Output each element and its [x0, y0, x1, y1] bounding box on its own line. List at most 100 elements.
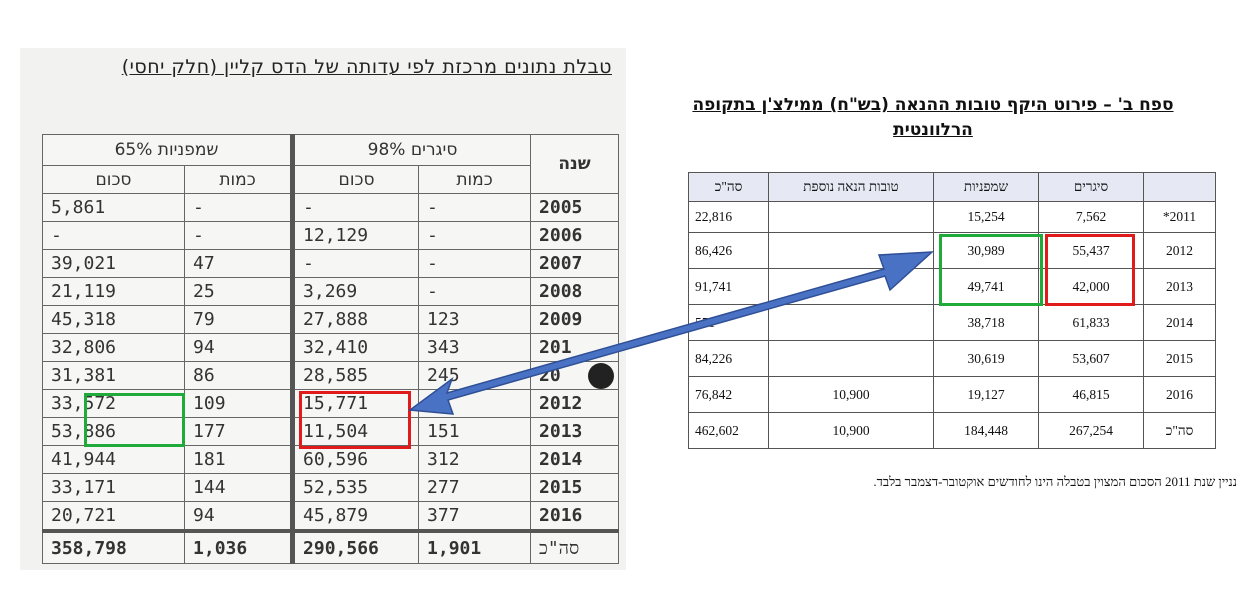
left-cig-qty-cell: -	[418, 277, 532, 306]
left-cig-sum-cell: 12,129	[290, 221, 420, 250]
right-header-year	[1143, 172, 1216, 202]
right-total-cell: 76,842	[688, 376, 769, 413]
left-cig-qty-cell: 151	[418, 417, 532, 446]
left-table-row: 2006-12,129- -	[41, 221, 620, 250]
right-cig-cell: 61,833	[1038, 304, 1144, 341]
left-cig-qty-cell: 123	[418, 305, 532, 334]
right-extra-cell	[768, 340, 934, 377]
left-champ-sum-cell: 33,171	[41, 473, 186, 502]
left-cig-sum-cell: 28,585	[290, 361, 420, 390]
left-cig-qty-cell: 312	[418, 445, 532, 474]
right-title-line2: הרלוונטית	[893, 120, 973, 140]
left-year-cell: 2016	[530, 501, 620, 532]
left-year-cell: 2012	[530, 389, 620, 418]
left-year-cell: 2006	[530, 221, 620, 250]
right-total-cell: 22,816	[688, 201, 769, 233]
left-table-row: 2016 377 45,879 94 20,721	[41, 501, 620, 532]
right-champ-cell: 19,127	[933, 376, 1039, 413]
left-scanned-table-panel: טבלת נתונים מרכזת לפי עדותה של הדס קליין…	[20, 48, 626, 570]
left-cig-qty-cell: -	[418, 193, 532, 222]
left-green-highlight-box	[84, 393, 185, 447]
left-table-row: 2007- -47 39,021	[41, 249, 620, 278]
left-cig-sum-cell: -	[290, 249, 420, 278]
header-group-cigars: סיגרים 98%	[290, 134, 532, 166]
right-red-highlight-box	[1045, 234, 1135, 306]
left-champ-sum-cell: 32,806	[41, 333, 186, 362]
left-champ-sum-cell: 53,886	[41, 417, 186, 446]
right-header-total: סה"כ	[688, 172, 769, 202]
left-year-cell: 2005	[530, 193, 620, 222]
right-total-total: 462,602	[688, 412, 769, 449]
left-champ-sum-cell: 39,021	[41, 249, 186, 278]
right-cig-cell: 53,607	[1038, 340, 1144, 377]
left-cig-sum-cell: 60,596	[290, 445, 420, 474]
left-champ-sum-cell: 31,381	[41, 361, 186, 390]
header-cig-qty: כמות	[418, 165, 532, 194]
header-group-champagne: שמפניות 65%	[41, 134, 294, 166]
left-champ-qty-cell: 177	[184, 417, 294, 446]
total-champ-sum: 358,798	[41, 529, 186, 564]
right-table-title: ספח ב' – פירוט היקף טובות ההנאה (בש"ח) מ…	[633, 93, 1233, 143]
right-table-row: 2014 61,833 38,718 551	[688, 304, 1216, 341]
right-extra-cell: 10,900	[768, 376, 934, 413]
right-champ-cell: 30,989	[933, 232, 1039, 269]
left-red-highlight-box	[299, 391, 411, 449]
left-champ-qty-cell: 47	[184, 249, 294, 278]
left-summary-table: שנה סיגרים 98% שמפניות 65% כמות סכום כמו…	[41, 134, 620, 564]
left-champ-sum-cell: 45,318	[41, 305, 186, 334]
ink-smudge	[588, 363, 614, 389]
left-year-cell: 2009	[530, 305, 620, 334]
left-cig-qty-cell: 277	[418, 473, 532, 502]
left-table-row: 2009 123 27,888 79 45,318	[41, 305, 620, 334]
left-champ-qty-cell: -	[184, 221, 294, 250]
left-table-title: טבלת נתונים מרכזת לפי עדותה של הדס קליין…	[121, 56, 612, 78]
right-year-cell: 2015	[1143, 340, 1216, 377]
left-year-cell: 2015	[530, 473, 620, 502]
left-champ-qty-cell: 144	[184, 473, 294, 502]
right-extra-cell	[768, 268, 934, 305]
right-total-label: סה"כ	[1143, 412, 1216, 449]
left-champ-qty-cell: 25	[184, 277, 294, 306]
left-champ-qty-cell: 94	[184, 501, 294, 532]
right-cig-cell: 7,562	[1038, 201, 1144, 233]
right-footnote: נניין שנת 2011 הסכום המצוין בטבלה הינו ל…	[873, 474, 1237, 489]
right-year-cell: 2012	[1143, 232, 1216, 269]
right-total-cell: 86,426	[688, 232, 769, 269]
left-champ-qty-cell: 181	[184, 445, 294, 474]
left-champ-sum-cell: 20,721	[41, 501, 186, 532]
right-table-row: 2016 46,815 19,127 10,900 76,842	[688, 376, 1216, 413]
header-cig-sum: סכום	[290, 165, 420, 194]
left-year-cell: 2007	[530, 249, 620, 278]
left-cig-qty-cell: -	[418, 221, 532, 250]
left-cig-sum-cell: -	[290, 193, 420, 222]
left-champ-qty-cell: -	[184, 193, 294, 222]
right-champ-cell: 15,254	[933, 201, 1039, 233]
right-total-champ: 184,448	[933, 412, 1039, 449]
left-cig-sum-cell: 45,879	[290, 501, 420, 532]
left-champ-qty-cell: 86	[184, 361, 294, 390]
right-extra-cell	[768, 304, 934, 341]
left-cig-qty-cell: 245	[418, 361, 532, 390]
right-champ-cell: 38,718	[933, 304, 1039, 341]
left-year-cell: 2008	[530, 277, 620, 306]
right-table-row: 2011* 7,562 15,254 22,816	[688, 201, 1216, 233]
right-total-cell: 91,741	[688, 268, 769, 305]
right-total-cell: 551	[688, 304, 769, 341]
right-header-cigars: סיגרים	[1038, 172, 1144, 202]
total-champ-qty: 1,036	[184, 529, 294, 564]
right-year-cell: 2014	[1143, 304, 1216, 341]
left-champ-sum-cell: 5,861	[41, 193, 186, 222]
right-title-line1: ספח ב' – פירוט היקף טובות ההנאה (בש"ח) מ…	[692, 95, 1174, 115]
right-table-row: 2015 53,607 30,619 84,226	[688, 340, 1216, 377]
total-cig-qty: 1,901	[418, 529, 532, 564]
left-table-row: 2005- - -5,861	[41, 193, 620, 222]
left-year-cell: 2013	[530, 417, 620, 446]
left-champ-sum-cell: 21,119	[41, 277, 186, 306]
right-total-extra: 10,900	[768, 412, 934, 449]
left-cig-qty-cell: 74	[418, 389, 532, 418]
left-cig-qty-cell: 377	[418, 501, 532, 532]
right-champ-cell: 49,741	[933, 268, 1039, 305]
right-total-row: סה"כ 267,254 184,448 10,900 462,602	[688, 412, 1216, 449]
right-cig-cell: 42,000	[1038, 268, 1144, 305]
right-green-highlight-box	[939, 234, 1043, 306]
